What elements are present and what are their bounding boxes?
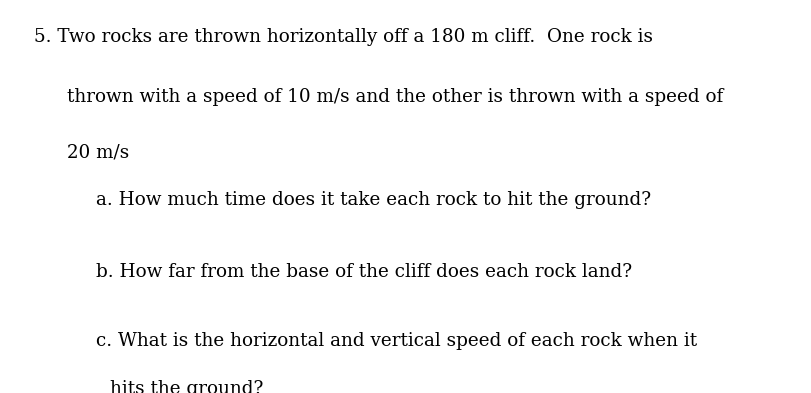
Text: c. What is the horizontal and vertical speed of each rock when it: c. What is the horizontal and vertical s…	[96, 332, 696, 350]
Text: 20 m/s: 20 m/s	[67, 143, 129, 162]
Text: 5. Two rocks are thrown horizontally off a 180 m cliff.  One rock is: 5. Two rocks are thrown horizontally off…	[34, 28, 652, 46]
Text: a. How much time does it take each rock to hit the ground?: a. How much time does it take each rock …	[96, 191, 650, 209]
Text: b. How far from the base of the cliff does each rock land?: b. How far from the base of the cliff do…	[96, 263, 631, 281]
Text: hits the ground?: hits the ground?	[109, 380, 263, 393]
Text: thrown with a speed of 10 m/s and the other is thrown with a speed of: thrown with a speed of 10 m/s and the ot…	[67, 88, 722, 107]
